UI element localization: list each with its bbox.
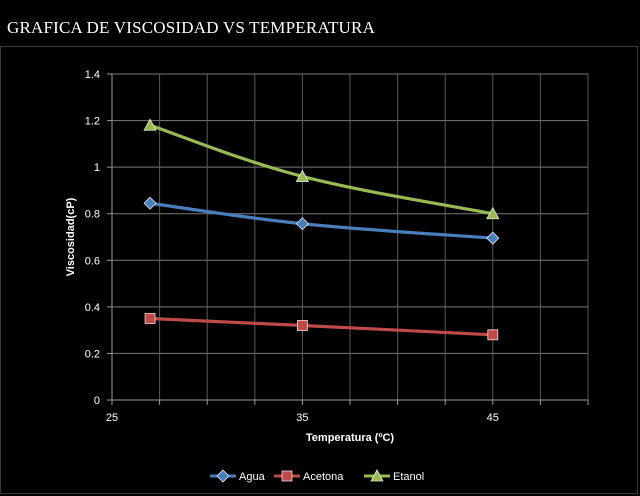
legend-marker-acetona [281,470,293,482]
legend-label-etanol: Etanol [393,471,424,483]
data-point-acetona [487,329,499,341]
y-tick-label: 0.2 [85,348,100,360]
legend-marker-agua [216,469,230,483]
data-point-etanol [295,169,310,182]
x-tick-label: 25 [106,412,118,424]
data-point-etanol [486,206,500,220]
data-point-agua [486,231,500,245]
y-tick-label: 0 [94,395,100,407]
legend-marker-etanol [370,469,384,482]
page-title: GRAFICA DE VISCOSIDAD VS TEMPERATURA [7,18,376,37]
data-point-acetona [144,313,156,324]
axes [107,73,589,405]
data-point-agua [143,196,157,210]
x-axis-label: Temperatura (ºC) [306,432,394,444]
x-tick-label: 45 [487,412,499,424]
y-tick-label: 1.2 [85,116,100,128]
data-point-agua [295,217,309,231]
legend: Agua Acetona Etanol [210,469,424,483]
x-tick-label: 35 [296,412,308,424]
data-point-etanol [143,118,157,131]
y-axis-label: Viscosidad(cP) [65,197,77,276]
y-tick-label: 0.8 [85,209,100,221]
y-tick-label: 1.4 [85,69,100,81]
y-tick-label: 0.4 [85,302,100,314]
chart-frame [0,46,638,494]
y-tick-label: 1 [94,162,100,174]
y-tick-label: 0.6 [85,255,100,267]
grid-lines [112,73,589,400]
series-lines [143,118,500,341]
legend-label-agua: Agua [239,471,266,483]
data-point-acetona [296,320,308,331]
tick-labels: 0 0.2 0.4 0.6 0.8 1 1.2 1.4 25 35 45 [85,69,499,424]
legend-label-acetona: Acetona [303,471,344,483]
